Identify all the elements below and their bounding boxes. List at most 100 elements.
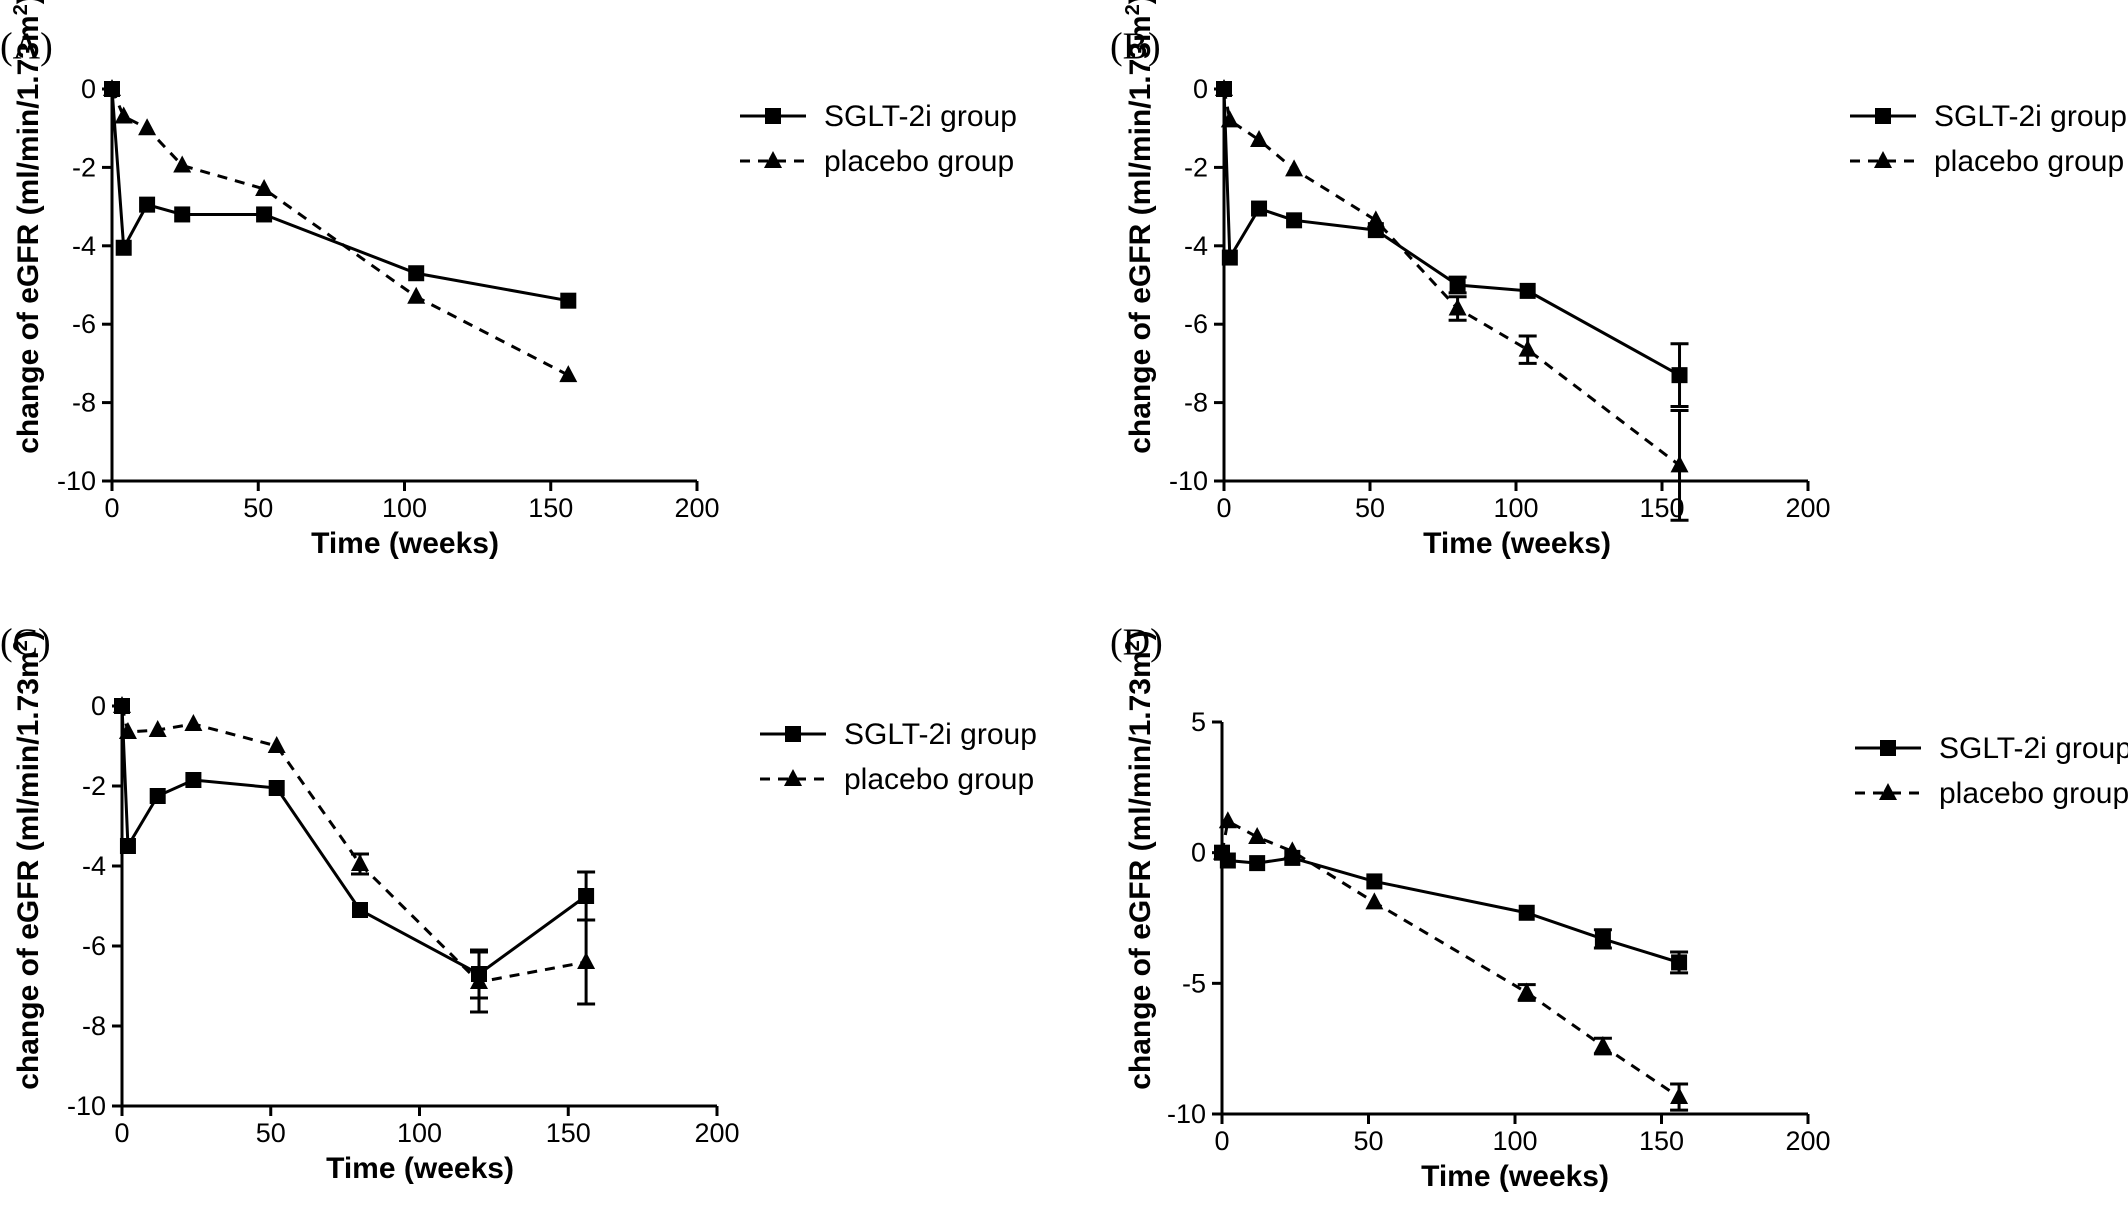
series-placebo: [113, 696, 596, 1014]
data-point: [185, 772, 202, 788]
y-tick-label: -8: [72, 388, 96, 418]
data-point: [1671, 367, 1688, 384]
chart-panel-b: (B) 0 50 100 150 200 0 -2 -4 -6 -8 -10 Time (weeks) c…: [1110, 0, 2127, 560]
y-tick-label: -6: [1184, 309, 1208, 339]
panel-label: (C): [0, 621, 51, 663]
data-point: [1249, 855, 1266, 872]
data-point: [115, 239, 132, 256]
y-axis-title-superscript: 2: [1122, 640, 1144, 651]
legend-marker: [1880, 740, 1896, 756]
y-tick-label: -6: [82, 931, 106, 961]
y-axis-title-close: ): [1124, 630, 1157, 640]
data-point: [1365, 892, 1384, 910]
legend-entry: SGLT-2i group: [740, 100, 1017, 133]
series-placebo: [103, 79, 578, 383]
data-point: [559, 365, 578, 383]
data-point: [113, 696, 131, 713]
data-point: [352, 902, 368, 918]
series-line: [120, 705, 587, 976]
data-point: [1670, 455, 1689, 473]
y-tick-label: -4: [72, 231, 96, 261]
data-point: [1518, 904, 1535, 921]
y-tick-label: -10: [67, 1091, 106, 1121]
legend-marker: [765, 108, 781, 124]
data-point: [1593, 1036, 1612, 1054]
series-line: [1222, 88, 1681, 377]
data-point: [1517, 982, 1536, 1000]
y-tick-label: -6: [72, 309, 96, 339]
series-sglt2i: [114, 698, 596, 1000]
legend-label: placebo group: [844, 763, 1034, 796]
data-point: [1519, 282, 1536, 299]
data-point: [174, 206, 191, 223]
data-point: [1366, 210, 1385, 228]
series-sglt2i: [1216, 81, 1689, 409]
y-tick-label: -4: [82, 851, 106, 881]
data-point: [1449, 277, 1466, 293]
data-point: [1221, 249, 1238, 266]
data-point: [407, 286, 426, 304]
data-point: [118, 722, 137, 739]
y-axis-title-close: ): [12, 0, 45, 4]
y-tick-label: 0: [91, 691, 106, 721]
data-point: [149, 788, 166, 804]
y-axis-title-main: change of eGFR (ml/min/1.73m: [12, 651, 45, 1089]
y-tick-label: 0: [1191, 838, 1206, 868]
legend-entry: SGLT-2i group: [1850, 100, 2127, 133]
y-tick-label: 0: [81, 74, 96, 104]
y-axis-title-main: change of eGFR (ml/min/1.73m: [1124, 15, 1157, 453]
series-line: [110, 88, 569, 377]
data-point: [148, 720, 167, 737]
legend-label: placebo group: [1934, 145, 2124, 178]
y-tick-label: -5: [1182, 968, 1206, 998]
x-tick-label: 200: [1785, 1126, 1830, 1156]
y-tick-label: 5: [1191, 707, 1206, 737]
y-axis-title: change of eGFR (ml/min/1.73m2): [1122, 0, 1157, 454]
data-point: [267, 736, 286, 753]
y-axis-title-superscript: 2: [10, 4, 32, 15]
data-point: [1213, 842, 1231, 860]
y-axis-title-superscript: 2: [1122, 4, 1144, 15]
x-axis-title: Time (weeks): [1421, 1160, 1609, 1193]
series-sglt2i: [104, 81, 577, 309]
y-tick-label: 0: [1193, 74, 1208, 104]
legend-marker: [764, 151, 782, 168]
data-point: [1283, 841, 1302, 859]
data-point: [255, 178, 274, 196]
x-tick-label: 150: [528, 493, 573, 523]
legend-entry: placebo group: [1855, 777, 2128, 810]
x-axis-title: Time (weeks): [311, 527, 499, 560]
data-point: [184, 714, 203, 731]
data-point: [408, 265, 425, 282]
x-tick-label: 0: [1216, 493, 1231, 523]
data-point: [1671, 954, 1688, 971]
chart-panel-c: (C) 0 50 100 150 200 0 -2 -4 -6 -8 -10 Time (weeks) c…: [0, 621, 1037, 1185]
x-tick-label: 50: [1353, 1126, 1383, 1156]
y-axis-title-main: change of eGFR (ml/min/1.73m: [12, 15, 45, 453]
x-axis-title: Time (weeks): [1423, 527, 1611, 560]
x-tick-label: 100: [397, 1118, 442, 1148]
legend-label: SGLT-2i group: [824, 100, 1017, 133]
x-tick-label: 0: [1214, 1126, 1229, 1156]
data-point: [1670, 1087, 1689, 1105]
y-axis-title-superscript: 2: [10, 640, 32, 651]
x-tick-label: 100: [1493, 493, 1538, 523]
series-placebo: [1213, 811, 1689, 1112]
x-tick-label: 200: [694, 1118, 739, 1148]
legend-marker: [1875, 108, 1891, 124]
x-tick-label: 100: [382, 493, 427, 523]
y-tick-label: -2: [72, 152, 96, 182]
data-point: [256, 206, 273, 223]
y-axis-title-close: ): [1124, 0, 1157, 4]
data-point: [577, 952, 596, 969]
series-placebo: [1215, 79, 1689, 522]
series-line: [120, 705, 587, 984]
data-point: [173, 155, 192, 173]
y-axis-title-close: ): [12, 630, 45, 640]
y-tick-label: -2: [1184, 152, 1208, 182]
y-tick-label: -10: [57, 466, 96, 496]
y-axis-title-main: change of eGFR (ml/min/1.73m: [1124, 651, 1157, 1089]
legend-entry: placebo group: [740, 145, 1014, 178]
